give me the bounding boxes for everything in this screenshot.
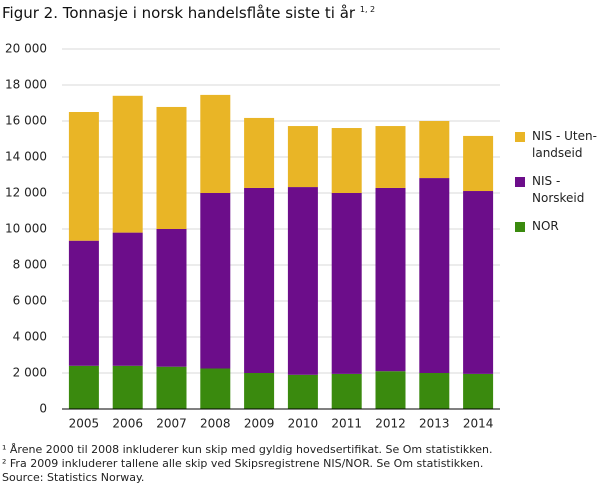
- y-tick-label: 0: [39, 402, 47, 416]
- y-tick-label: 2 000: [13, 366, 47, 380]
- bar-segment: [463, 373, 494, 409]
- bar-segment: [244, 117, 275, 188]
- x-tick-label: 2014: [463, 417, 494, 431]
- bar-segment: [112, 365, 143, 409]
- title-superscript: 1, 2: [359, 5, 376, 14]
- bar-segment: [156, 366, 187, 409]
- chart-title: Figur 2. Tonnasje i norsk handelsflåte s…: [2, 4, 375, 22]
- footnote: ² Fra 2009 inkluderer tallene alle skip …: [2, 457, 484, 470]
- y-tick-label: 20 000: [5, 42, 47, 56]
- bar-segment: [68, 365, 99, 409]
- bar-segment: [287, 187, 318, 375]
- bar-segment: [331, 373, 362, 409]
- x-tick-label: 2007: [156, 417, 187, 431]
- y-tick-label: 12 000: [5, 186, 47, 200]
- y-tick-label: 8 000: [13, 258, 47, 272]
- bar-segment: [375, 187, 406, 372]
- footnote: ¹ Årene 2000 til 2008 inkluderer kun ski…: [2, 443, 493, 456]
- x-tick-label: 2005: [69, 417, 100, 431]
- x-tick-label: 2006: [112, 417, 143, 431]
- bar-segment: [419, 178, 450, 373]
- legend-label: NOR: [532, 219, 559, 233]
- bar-segment: [287, 374, 318, 409]
- bar-segment: [156, 106, 187, 229]
- x-tick-label: 2012: [375, 417, 406, 431]
- bar-segment: [68, 112, 99, 241]
- title-text: Figur 2. Tonnasje i norsk handelsflåte s…: [2, 4, 356, 22]
- bar-segment: [419, 121, 450, 179]
- legend-label: NIS - Norskeid: [532, 174, 585, 205]
- y-tick-label: 10 000: [5, 222, 47, 236]
- bar-segment: [463, 135, 494, 192]
- x-tick-label: 2010: [288, 417, 319, 431]
- bar-segment: [463, 191, 494, 374]
- bar-segment: [200, 193, 231, 369]
- x-tick-label: 2008: [200, 417, 231, 431]
- y-tick-label: 14 000: [5, 150, 47, 164]
- legend-swatch: [515, 132, 525, 142]
- bar-segment: [419, 373, 450, 409]
- chart: 0 2 000 4 000 6 000 8 000 10 000 12 000 14 000 1…: [5, 42, 500, 431]
- bar-segment: [112, 95, 143, 233]
- footnotes: ¹ Årene 2000 til 2008 inkluderer kun ski…: [2, 443, 492, 485]
- bar-segment: [244, 373, 275, 409]
- x-tick-label: 2013: [419, 417, 450, 431]
- bar-segment: [331, 193, 362, 374]
- bar-segment: [200, 94, 231, 193]
- legend-label: NIS - Uten-landseid: [532, 129, 597, 160]
- y-tick-label: 4 000: [13, 330, 47, 344]
- bar-segment: [200, 368, 231, 409]
- x-tick-label: 2011: [331, 417, 362, 431]
- footnote: Source: Statistics Norway.: [2, 471, 145, 484]
- legend-swatch: [515, 222, 525, 232]
- y-tick-label: 6 000: [13, 294, 47, 308]
- bar-segment: [112, 232, 143, 366]
- bar-segment: [331, 128, 362, 193]
- bar-segment: [68, 240, 99, 366]
- bar-segment: [156, 229, 187, 367]
- legend-swatch: [515, 177, 525, 187]
- bar-segment: [287, 126, 318, 188]
- bar-segment: [375, 371, 406, 409]
- bar-segment: [244, 187, 275, 373]
- y-tick-label: 16 000: [5, 114, 47, 128]
- x-tick-label: 2009: [244, 417, 275, 431]
- bar-segment: [375, 126, 406, 188]
- y-tick-label: 18 000: [5, 78, 47, 92]
